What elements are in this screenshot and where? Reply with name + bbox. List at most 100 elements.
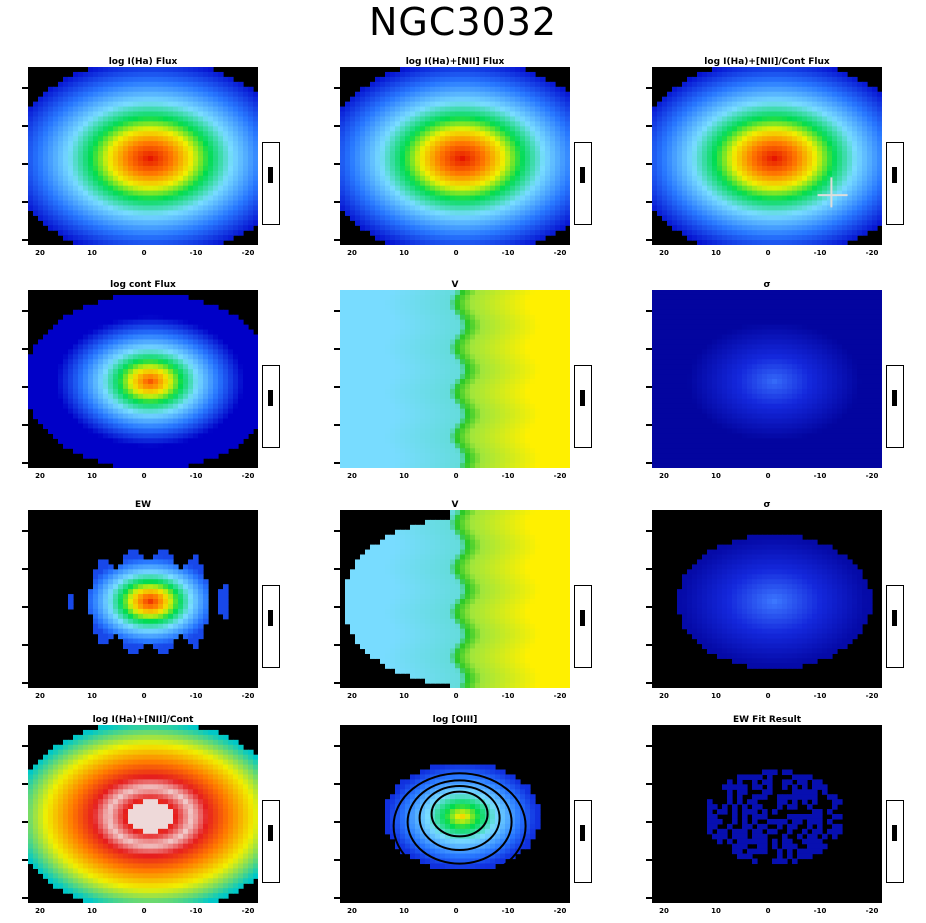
map-raster xyxy=(28,67,258,245)
y-tick xyxy=(646,606,652,608)
y-tick xyxy=(334,644,340,646)
colorbar xyxy=(886,800,904,882)
map-panel-12: EW Fit Result20100-10-20 xyxy=(652,715,922,923)
y-tick xyxy=(334,568,340,570)
x-tick-label: -10 xyxy=(190,249,203,257)
y-tick xyxy=(22,568,28,570)
colorbar-glyph xyxy=(580,825,585,841)
y-tick xyxy=(646,897,652,899)
x-tick-label: -20 xyxy=(866,692,879,700)
x-tick-label: 20 xyxy=(35,472,45,480)
colorbar xyxy=(574,142,592,224)
map-raster xyxy=(340,290,570,468)
x-tick-label: 20 xyxy=(35,907,45,915)
colorbar-glyph xyxy=(268,825,273,841)
colorbar xyxy=(262,585,280,667)
x-tick-label: -10 xyxy=(502,249,515,257)
map-image xyxy=(340,725,570,903)
x-tick-label: 0 xyxy=(454,249,459,257)
map-panel-4: log cont Flux20100-10-20 xyxy=(28,280,298,488)
y-tick xyxy=(646,87,652,89)
x-tick-label: -10 xyxy=(190,907,203,915)
y-tick xyxy=(334,821,340,823)
x-tick-label: -10 xyxy=(502,692,515,700)
y-tick xyxy=(646,783,652,785)
y-tick xyxy=(22,201,28,203)
map-image xyxy=(28,290,258,468)
x-tick-label: 20 xyxy=(659,249,669,257)
y-tick xyxy=(334,386,340,388)
x-tick-label: -20 xyxy=(242,472,255,480)
x-tick-label: -20 xyxy=(242,692,255,700)
map-image xyxy=(340,510,570,688)
y-tick xyxy=(646,424,652,426)
panel-title: log cont Flux xyxy=(28,280,258,290)
y-tick xyxy=(646,125,652,127)
map-panel-11: log [OIII]20100-10-20 xyxy=(340,715,610,923)
x-tick-label: 10 xyxy=(87,907,97,915)
map-image xyxy=(28,725,258,903)
x-tick-label: -20 xyxy=(554,472,567,480)
y-tick xyxy=(646,530,652,532)
y-tick xyxy=(334,348,340,350)
map-image xyxy=(652,67,882,245)
x-tick-label: 10 xyxy=(87,472,97,480)
y-tick xyxy=(22,821,28,823)
x-tick-label: 20 xyxy=(659,692,669,700)
colorbar-glyph xyxy=(268,167,273,183)
colorbar-glyph xyxy=(580,610,585,626)
panel-title: log I(Ha)+[NII]/Cont Flux xyxy=(652,57,882,67)
y-tick xyxy=(334,859,340,861)
x-tick-label: 0 xyxy=(766,907,771,915)
panel-title: V xyxy=(340,500,570,510)
map-panel-5: V20100-10-20 xyxy=(340,280,610,488)
y-tick xyxy=(334,87,340,89)
y-tick xyxy=(334,897,340,899)
x-tick-label: 0 xyxy=(454,692,459,700)
y-tick xyxy=(334,745,340,747)
x-tick-label: -20 xyxy=(866,907,879,915)
x-axis-ticks: 20100-10-20 xyxy=(652,692,882,700)
x-axis-ticks: 20100-10-20 xyxy=(340,907,570,915)
map-panel-10: log I(Ha)+[NII]/Cont20100-10-20 xyxy=(28,715,298,923)
colorbar xyxy=(574,800,592,882)
y-tick xyxy=(646,568,652,570)
y-tick xyxy=(22,163,28,165)
x-tick-label: -20 xyxy=(554,249,567,257)
map-raster xyxy=(28,510,258,688)
x-tick-label: 0 xyxy=(142,907,147,915)
y-tick xyxy=(22,783,28,785)
map-panel-2: log I(Ha)+[NII] Flux20100-10-20 xyxy=(340,57,610,265)
x-tick-label: 10 xyxy=(399,907,409,915)
x-tick-label: 10 xyxy=(399,249,409,257)
x-tick-label: -10 xyxy=(814,249,827,257)
colorbar xyxy=(886,142,904,224)
map-image xyxy=(340,67,570,245)
colorbar xyxy=(886,585,904,667)
x-axis-ticks: 20100-10-20 xyxy=(28,472,258,480)
x-tick-label: 0 xyxy=(142,472,147,480)
x-axis-ticks: 20100-10-20 xyxy=(652,472,882,480)
colorbar xyxy=(262,142,280,224)
panel-title: EW Fit Result xyxy=(652,715,882,725)
y-tick xyxy=(22,682,28,684)
x-tick-label: 0 xyxy=(454,907,459,915)
y-tick xyxy=(22,745,28,747)
colorbar-glyph xyxy=(892,390,897,406)
y-tick xyxy=(334,201,340,203)
x-tick-label: 10 xyxy=(711,907,721,915)
panel-title: log I(Ha) Flux xyxy=(28,57,258,67)
x-tick-label: 10 xyxy=(399,472,409,480)
map-raster xyxy=(652,725,882,903)
panel-title: σ xyxy=(652,500,882,510)
x-tick-label: 10 xyxy=(711,692,721,700)
map-image xyxy=(652,725,882,903)
x-tick-label: -20 xyxy=(554,907,567,915)
x-tick-label: 20 xyxy=(347,907,357,915)
x-tick-label: -10 xyxy=(814,472,827,480)
x-axis-ticks: 20100-10-20 xyxy=(340,249,570,257)
colorbar-glyph xyxy=(268,610,273,626)
map-image xyxy=(652,290,882,468)
map-raster xyxy=(340,510,570,688)
x-tick-label: 10 xyxy=(711,472,721,480)
